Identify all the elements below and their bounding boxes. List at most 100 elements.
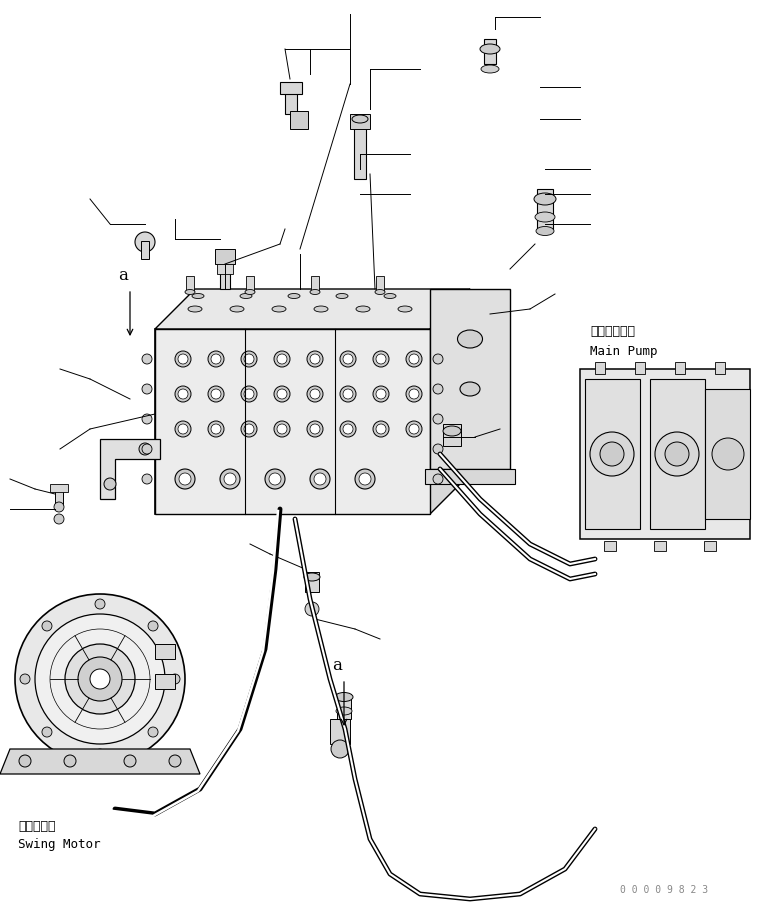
Ellipse shape [336,707,352,715]
Circle shape [433,415,443,425]
Ellipse shape [356,307,370,313]
Bar [595,363,605,374]
Circle shape [175,421,191,437]
Ellipse shape [335,693,353,702]
Ellipse shape [352,115,368,124]
Bar [50,484,68,492]
Text: a: a [332,657,342,673]
Circle shape [90,669,110,689]
Bar [604,541,616,551]
Circle shape [104,478,116,491]
Bar [186,277,194,291]
Circle shape [406,387,422,402]
Text: a: a [118,267,128,284]
Circle shape [373,421,389,437]
Bar [350,115,370,130]
Circle shape [208,421,224,437]
Bar [650,380,705,529]
Circle shape [179,474,191,485]
Text: 旋回モータ: 旋回モータ [18,819,55,832]
Bar [354,120,366,179]
Circle shape [208,352,224,368]
Ellipse shape [481,66,499,74]
Circle shape [244,354,254,364]
Circle shape [355,469,375,490]
Polygon shape [0,750,200,774]
Circle shape [241,352,257,368]
Circle shape [655,433,699,476]
Circle shape [175,469,195,490]
Bar [704,541,716,551]
Circle shape [135,233,155,253]
Circle shape [274,387,290,402]
Circle shape [307,352,323,368]
Circle shape [373,387,389,402]
Circle shape [208,387,224,402]
Circle shape [265,469,285,490]
Text: Swing Motor: Swing Motor [18,837,100,850]
Circle shape [665,443,689,466]
Circle shape [590,433,634,476]
Circle shape [314,474,326,485]
Circle shape [15,594,185,764]
Circle shape [310,425,320,435]
Bar [305,573,319,593]
Ellipse shape [480,45,500,55]
Bar [705,390,750,520]
Polygon shape [155,290,470,329]
Bar [654,541,666,551]
Bar [635,363,645,374]
Circle shape [42,621,52,631]
Circle shape [376,425,386,435]
Bar [443,425,461,446]
Circle shape [373,352,389,368]
Bar [155,644,175,659]
Circle shape [406,352,422,368]
Bar [290,112,308,130]
Bar [330,719,350,744]
Circle shape [178,425,188,435]
Circle shape [376,390,386,400]
Circle shape [343,390,353,400]
Ellipse shape [188,307,202,313]
Ellipse shape [443,427,461,437]
Ellipse shape [336,294,348,299]
Ellipse shape [288,294,300,299]
Bar [675,363,685,374]
Circle shape [241,387,257,402]
Bar [376,277,384,291]
Circle shape [211,390,221,400]
Circle shape [359,474,371,485]
Circle shape [433,445,443,455]
Bar [285,85,297,115]
Circle shape [277,425,287,435]
Circle shape [433,384,443,394]
Circle shape [241,421,257,437]
Circle shape [20,675,30,685]
Circle shape [340,352,356,368]
Ellipse shape [398,307,412,313]
Circle shape [409,354,419,364]
Bar [580,370,750,539]
Circle shape [224,474,236,485]
Circle shape [433,474,443,484]
Ellipse shape [460,382,480,397]
Ellipse shape [185,290,195,295]
Bar [155,329,430,514]
Circle shape [142,415,152,425]
Circle shape [65,644,135,714]
Bar [537,189,553,230]
Circle shape [64,755,76,767]
Circle shape [139,444,151,456]
Ellipse shape [192,294,204,299]
Circle shape [142,445,152,455]
Ellipse shape [304,574,320,582]
Circle shape [340,421,356,437]
Text: Main Pump: Main Pump [590,345,657,357]
Ellipse shape [534,194,556,206]
Circle shape [178,354,188,364]
Polygon shape [100,439,160,500]
Circle shape [307,421,323,437]
Circle shape [211,425,221,435]
Circle shape [409,390,419,400]
